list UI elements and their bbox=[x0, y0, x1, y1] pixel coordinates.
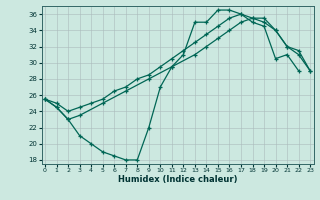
X-axis label: Humidex (Indice chaleur): Humidex (Indice chaleur) bbox=[118, 175, 237, 184]
